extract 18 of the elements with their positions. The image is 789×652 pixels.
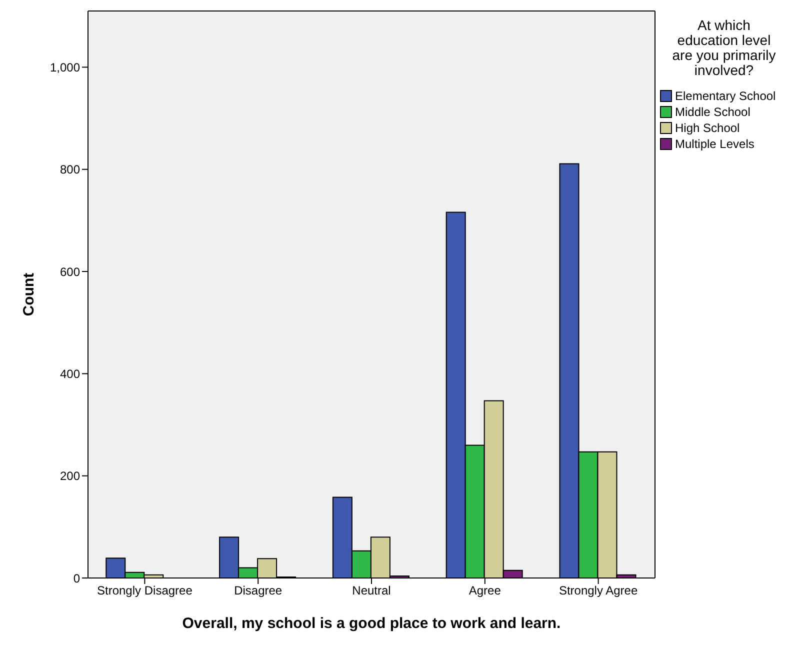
y-tick-label: 0 [73, 571, 80, 586]
x-tick-label: Neutral [352, 584, 391, 598]
y-tick-label: 600 [60, 264, 80, 279]
legend-label: Middle School [675, 105, 750, 119]
x-tick-label: Strongly Agree [558, 584, 638, 598]
x-tick-label: Disagree [234, 584, 282, 598]
x-tick-label: Strongly Disagree [97, 584, 193, 598]
legend-label: High School [675, 121, 740, 135]
legend-title: At which education level are you primarily involved? [671, 17, 777, 78]
y-axis-title: Count [20, 272, 38, 316]
x-tick-label: Agree [468, 584, 502, 598]
y-tick-label: 800 [60, 162, 80, 177]
legend-label: Elementary School [675, 89, 776, 103]
y-tick-label: 400 [60, 366, 80, 381]
y-tick-label: 200 [60, 469, 80, 484]
y-tick-label: 1,000 [50, 60, 80, 74]
x-axis-title: Overall, my school is a good place to work and learn. [182, 615, 561, 632]
legend-label: Multiple Levels [675, 137, 754, 151]
